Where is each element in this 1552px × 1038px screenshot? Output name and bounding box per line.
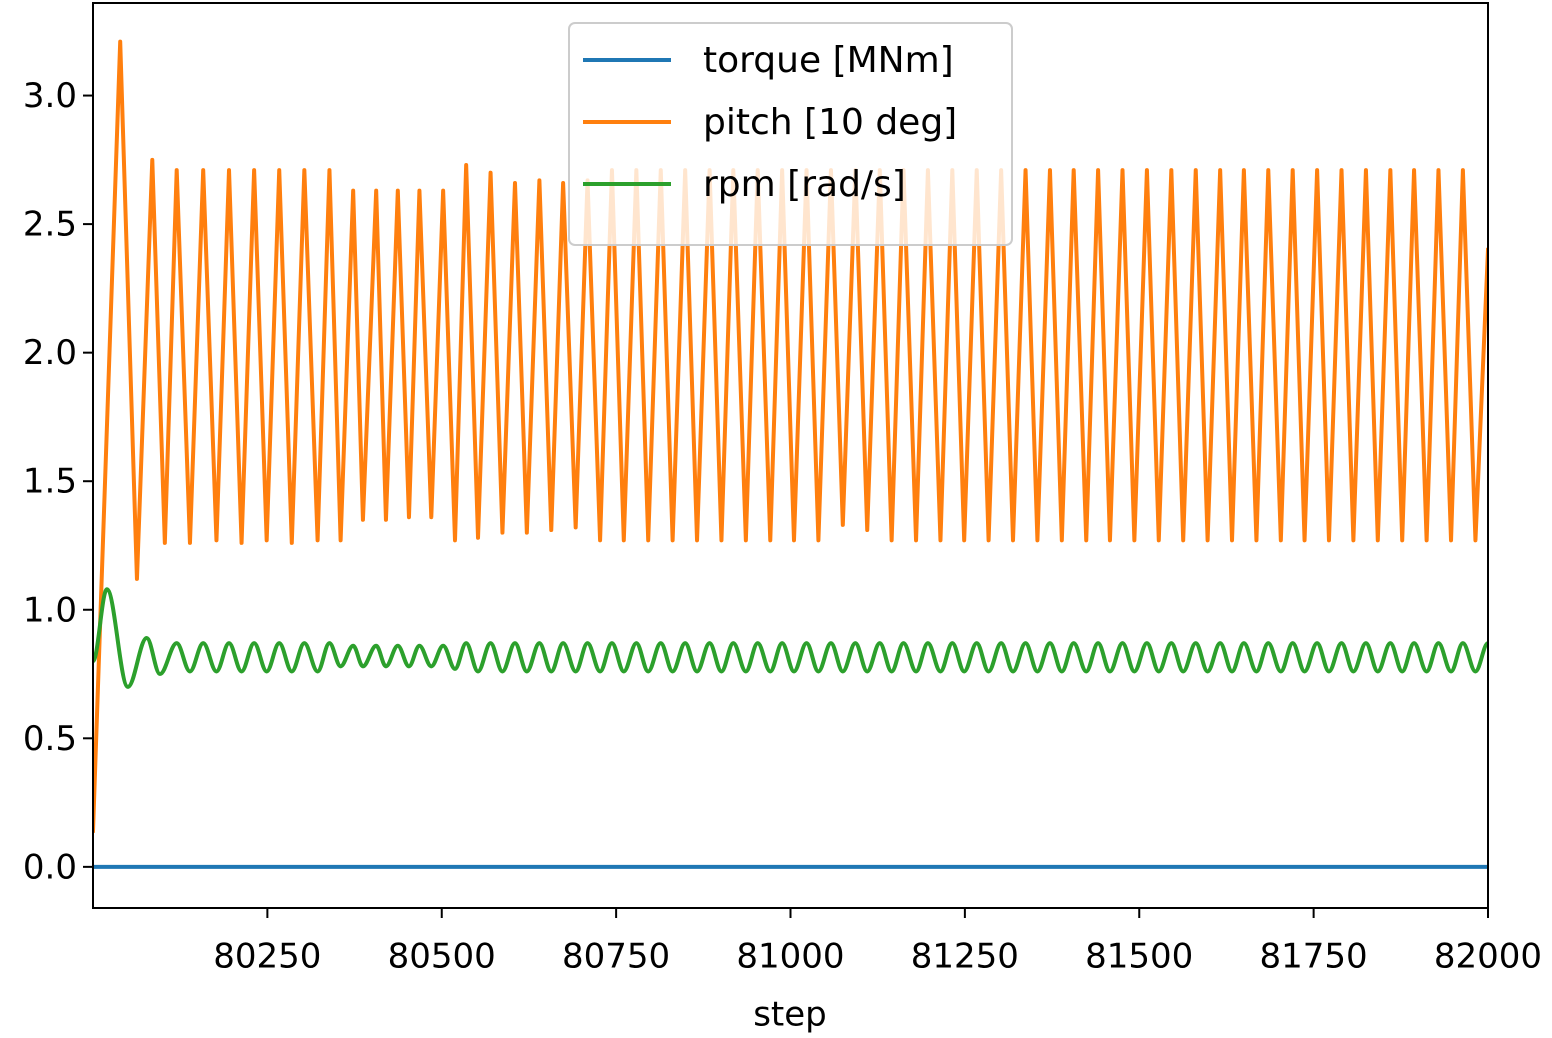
x-tick-label: 81250 bbox=[911, 937, 1019, 977]
y-tick-label: 0.0 bbox=[23, 847, 77, 887]
y-tick-label: 2.0 bbox=[23, 333, 77, 373]
x-tick-label: 81750 bbox=[1260, 937, 1368, 977]
y-tick-label: 1.0 bbox=[23, 590, 77, 630]
y-tick-label: 0.5 bbox=[23, 719, 77, 759]
legend-label: rpm [rad/s] bbox=[703, 164, 906, 205]
x-tick-label: 81000 bbox=[736, 937, 844, 977]
line-series bbox=[93, 39, 1488, 833]
x-tick-label: 80750 bbox=[562, 937, 670, 977]
legend-box bbox=[568, 22, 1013, 246]
x-tick-label: 80250 bbox=[213, 937, 321, 977]
plot-area bbox=[93, 39, 1488, 869]
legend-label: pitch [10 deg] bbox=[703, 102, 957, 143]
x-tick-label: 82000 bbox=[1434, 937, 1542, 977]
x-tick-label: 81500 bbox=[1085, 937, 1193, 977]
y-tick-label: 2.5 bbox=[23, 205, 77, 245]
x-axis-label: step bbox=[753, 995, 827, 1035]
y-tick-label: 1.5 bbox=[23, 462, 77, 502]
y-tick-label: 3.0 bbox=[23, 76, 77, 116]
line-series bbox=[93, 587, 1488, 689]
x-tick-label: 80500 bbox=[388, 937, 496, 977]
legend: torque [MNm] pitch [10 deg] rpm [rad/s] bbox=[568, 22, 1013, 246]
legend-label: torque [MNm] bbox=[703, 40, 954, 81]
